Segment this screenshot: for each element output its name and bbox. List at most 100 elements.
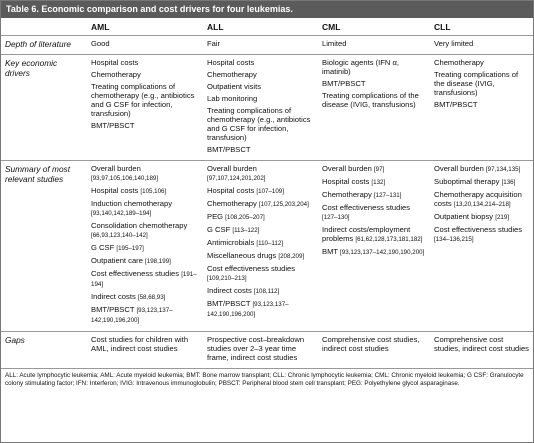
table-cell: Overall burden [97,107,124,201,202] Hospi… bbox=[203, 160, 318, 332]
cell-item: Outpatient biopsy [219] bbox=[434, 212, 529, 222]
item-ref: [219] bbox=[495, 214, 509, 221]
table-cell: Chemotherapy Treating complications of th… bbox=[430, 54, 533, 161]
item-text: Cost effectiveness studies bbox=[434, 225, 523, 234]
item-ref: [61,62,128,173,181,182] bbox=[355, 236, 423, 243]
item-text: Cost effectiveness studies bbox=[91, 269, 180, 278]
cell-item: Prospective cost–breakdown studies over … bbox=[207, 335, 305, 362]
item-ref: [97,134,135] bbox=[485, 166, 521, 173]
item-text: Overall burden bbox=[91, 164, 141, 173]
item-text: Cost effectiveness studies bbox=[322, 203, 411, 212]
table-cell: Fair bbox=[203, 35, 318, 55]
item-text: Hospital costs bbox=[91, 186, 139, 195]
cell-item: Hospital costs bbox=[91, 58, 139, 67]
cell-item: Fair bbox=[207, 39, 221, 48]
row-label: Depth of literature bbox=[1, 35, 87, 55]
cell-item: Suboptimal therapy [136] bbox=[434, 177, 529, 187]
item-text: Indirect costs bbox=[91, 292, 136, 301]
table-cell: Comprehensive cost studies, indirect cos… bbox=[430, 331, 533, 369]
cell-item: BMT [93,123,137–142,190,190,200] bbox=[322, 247, 426, 257]
item-ref: [110–112] bbox=[256, 240, 283, 247]
table-cell: Very limited bbox=[430, 35, 533, 55]
item-text: Chemotherapy acquisition costs bbox=[434, 190, 522, 208]
item-ref: [195–197] bbox=[116, 245, 144, 252]
item-ref: [108,112] bbox=[253, 288, 280, 295]
cell-item: PEG [108,205–207] bbox=[207, 212, 314, 222]
cell-item: Overall burden [97] bbox=[322, 164, 426, 174]
row-label: Key economic drivers bbox=[1, 54, 87, 161]
cell-item: Cost effectiveness studies [109,210–213] bbox=[207, 264, 314, 283]
cell-item: BMT/PBSCT [93,123,137–142,190,196,200] bbox=[207, 299, 314, 319]
cell-item: Biologic agents (IFN α, imatinib) bbox=[322, 58, 399, 76]
item-ref: [107–109] bbox=[256, 188, 284, 195]
cell-item: Limited bbox=[322, 39, 347, 48]
item-text: Cost effectiveness studies bbox=[207, 264, 296, 273]
table-cell: Overall burden [93,97,105,106,140,189] Ho… bbox=[87, 160, 203, 332]
item-ref: [191–194] bbox=[91, 271, 197, 288]
item-ref: [58,68,93] bbox=[137, 294, 166, 301]
item-text: BMT/PBSCT bbox=[91, 305, 135, 314]
cell-item: Chemotherapy acquisition costs [13,20,13… bbox=[434, 190, 529, 209]
cell-item: Chemotherapy bbox=[434, 58, 484, 67]
item-text: Indirect costs bbox=[207, 286, 252, 295]
item-text: BMT bbox=[322, 247, 338, 256]
item-text: Overall burden bbox=[322, 164, 372, 173]
table-cell: Hospital costs Chemotherapy Outpatient vis… bbox=[203, 54, 318, 161]
item-text: Induction chemotherapy bbox=[91, 199, 173, 208]
cell-item: G CSF [113–122] bbox=[207, 225, 314, 235]
item-ref: [13,20,134,214–218] bbox=[453, 201, 511, 208]
corner bbox=[1, 18, 87, 36]
item-text: Overall burden bbox=[207, 164, 257, 173]
item-ref: [109,210–213] bbox=[207, 275, 247, 282]
item-text: Hospital costs bbox=[322, 177, 370, 186]
table-cell: Overall burden [97,134,135] Suboptimal th… bbox=[430, 160, 533, 332]
column-header: CLL bbox=[430, 18, 533, 36]
item-ref: [97] bbox=[373, 166, 385, 173]
cell-item: Indirect costs [108,112] bbox=[207, 286, 314, 296]
cell-item: BMT/PBSCT bbox=[434, 100, 478, 109]
cell-item: BMT/PBSCT bbox=[91, 121, 135, 130]
cell-item: Cost effectiveness studies [191–194] bbox=[91, 269, 199, 289]
cell-item: Miscellaneous drugs [208,209] bbox=[207, 251, 314, 261]
item-ref: [132] bbox=[371, 179, 386, 186]
cell-item: Indirect costs [58,68,93] bbox=[91, 292, 199, 302]
cell-item: Good bbox=[91, 39, 110, 48]
cell-item: BMT/PBSCT [93,123,137–142,190,196,200] bbox=[91, 305, 199, 325]
row-label: Summary of most relevant studies bbox=[1, 160, 87, 332]
column-header: AML bbox=[87, 18, 203, 36]
table-row: Key economic drivers Hospital costs Chemot… bbox=[1, 54, 533, 161]
cell-item: Chemotherapy [127–131] bbox=[322, 190, 426, 200]
cell-item: Treating complications of chemotherapy (… bbox=[207, 106, 311, 142]
cell-item: Outpatient care [198,199] bbox=[91, 256, 199, 266]
item-ref: [93,123,137–142,190,190,200] bbox=[340, 249, 425, 256]
item-text: Indirect costs/employment problems bbox=[322, 225, 411, 243]
item-ref: [66,93,123,140–142] bbox=[91, 232, 148, 239]
item-text: Overall burden bbox=[434, 164, 484, 173]
cell-item: Comprehensive cost studies, indirect cos… bbox=[434, 335, 529, 353]
cell-item: Treating complications of the disease (I… bbox=[434, 70, 519, 97]
item-text: Antimicrobials bbox=[207, 238, 255, 247]
table-cell: Biologic agents (IFN α, imatinib) BMT/PBS… bbox=[318, 54, 430, 161]
item-ref: [136] bbox=[501, 179, 516, 186]
cell-item: Indirect costs/employment problems [61,6… bbox=[322, 225, 426, 244]
table-row: Summary of most relevant studies Overall … bbox=[1, 160, 533, 332]
item-ref: [107,125,203,204] bbox=[258, 201, 309, 208]
cell-item: Overall burden [97,134,135] bbox=[434, 164, 529, 174]
item-ref: [127–130] bbox=[322, 214, 350, 221]
cell-item: Induction chemotherapy [93,140,142,189–1… bbox=[91, 199, 199, 218]
item-text: PEG bbox=[207, 212, 224, 221]
table-cell: Overall burden [97] Hospital costs [132] C… bbox=[318, 160, 430, 332]
item-ref: [93,97,105,106,140,189] bbox=[91, 175, 159, 182]
cell-item: BMT/PBSCT bbox=[322, 79, 366, 88]
item-ref: [93,123,137–142,190,196,200] bbox=[91, 307, 173, 324]
item-ref: [93,123,137–142,190,196,200] bbox=[207, 301, 289, 318]
item-ref: [108,205–207] bbox=[225, 214, 265, 221]
item-ref: [134–136,215] bbox=[434, 236, 474, 243]
cell-item: Chemotherapy bbox=[207, 70, 257, 79]
table-cell: Prospective cost–breakdown studies over … bbox=[203, 331, 318, 369]
table-cell: Comprehensive cost studies, indirect cos… bbox=[318, 331, 430, 369]
item-text: Outpatient biopsy bbox=[434, 212, 494, 221]
item-ref: [208,209] bbox=[278, 253, 305, 260]
item-ref: [127–131] bbox=[373, 192, 402, 199]
cell-item: Cost effectiveness studies [134–136,215] bbox=[434, 225, 529, 244]
